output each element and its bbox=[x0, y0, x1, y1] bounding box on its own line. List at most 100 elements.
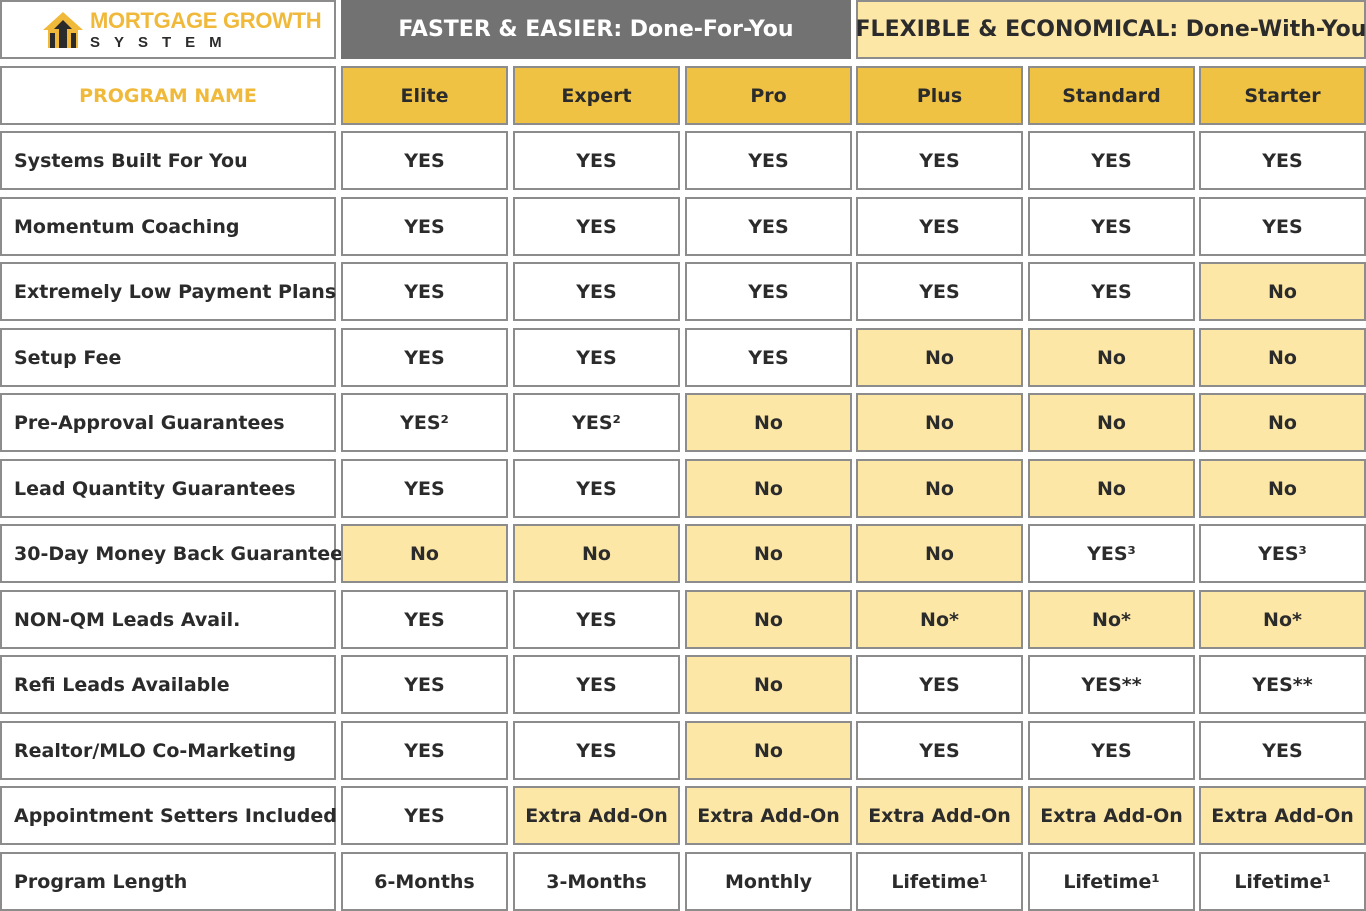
feature-cell-program-length-standard: Lifetime¹ bbox=[1028, 852, 1195, 911]
feature-cell-extremely-low-payment-plans-pro: YES bbox=[685, 262, 852, 321]
feature-label-non-qm-leads-avail: NON-QM Leads Avail. bbox=[0, 590, 336, 649]
feature-cell-systems-built-for-you-pro: YES bbox=[685, 131, 852, 190]
feature-cell-non-qm-leads-avail-starter: No* bbox=[1199, 590, 1366, 649]
feature-cell-realtor-mlo-co-marketing-elite: YES bbox=[341, 721, 508, 780]
feature-cell-refi-leads-available-expert: YES bbox=[513, 655, 680, 714]
feature-cell-momentum-coaching-expert: YES bbox=[513, 197, 680, 256]
feature-cell-non-qm-leads-avail-standard: No* bbox=[1028, 590, 1195, 649]
feature-cell-lead-quantity-guarantees-pro: No bbox=[685, 459, 852, 518]
feature-cell-30-day-money-back-guarantee-plus: No bbox=[856, 524, 1023, 583]
program-name-label: PROGRAM NAME bbox=[79, 84, 257, 107]
feature-label-realtor-mlo-co-marketing: Realtor/MLO Co-Marketing bbox=[0, 721, 336, 780]
feature-cell-setup-fee-starter: No bbox=[1199, 328, 1366, 387]
feature-label-appointment-setters-included: Appointment Setters Included bbox=[0, 786, 337, 845]
house-arrows-icon bbox=[43, 11, 83, 48]
feature-cell-extremely-low-payment-plans-expert: YES bbox=[513, 262, 680, 321]
feature-cell-refi-leads-available-standard: YES** bbox=[1028, 655, 1195, 714]
feature-cell-appointment-setters-included-standard: Extra Add-On bbox=[1028, 786, 1195, 845]
feature-cell-non-qm-leads-avail-pro: No bbox=[685, 590, 852, 649]
feature-cell-non-qm-leads-avail-expert: YES bbox=[513, 590, 680, 649]
feature-cell-appointment-setters-included-pro: Extra Add-On bbox=[685, 786, 852, 845]
feature-cell-realtor-mlo-co-marketing-pro: No bbox=[685, 721, 852, 780]
feature-cell-extremely-low-payment-plans-standard: YES bbox=[1028, 262, 1195, 321]
feature-cell-extremely-low-payment-plans-plus: YES bbox=[856, 262, 1023, 321]
group-header-done-for-you: FASTER & EASIER: Done-For-You bbox=[341, 0, 851, 59]
feature-label-30-day-money-back-guarantee: 30-Day Money Back Guarantee bbox=[0, 524, 343, 583]
group-header-done-with-you: FLEXIBLE & ECONOMICAL: Done-With-You bbox=[856, 0, 1366, 59]
feature-cell-momentum-coaching-starter: YES bbox=[1199, 197, 1366, 256]
feature-cell-pre-approval-guarantees-plus: No bbox=[856, 393, 1023, 452]
group-header-done-with-you-label: FLEXIBLE & ECONOMICAL: Done-With-You bbox=[855, 17, 1366, 42]
feature-cell-lead-quantity-guarantees-standard: No bbox=[1028, 459, 1195, 518]
feature-cell-refi-leads-available-pro: No bbox=[685, 655, 852, 714]
feature-cell-30-day-money-back-guarantee-pro: No bbox=[685, 524, 852, 583]
feature-label-extremely-low-payment-plans: Extremely Low Payment Plans bbox=[0, 262, 336, 321]
feature-label-pre-approval-guarantees: Pre-Approval Guarantees bbox=[0, 393, 336, 452]
program-header-plus: Plus bbox=[856, 66, 1023, 125]
feature-cell-setup-fee-expert: YES bbox=[513, 328, 680, 387]
program-name-header: PROGRAM NAME bbox=[0, 66, 336, 125]
feature-cell-pre-approval-guarantees-pro: No bbox=[685, 393, 852, 452]
feature-cell-realtor-mlo-co-marketing-plus: YES bbox=[856, 721, 1023, 780]
feature-cell-pre-approval-guarantees-standard: No bbox=[1028, 393, 1195, 452]
feature-cell-momentum-coaching-standard: YES bbox=[1028, 197, 1195, 256]
feature-cell-extremely-low-payment-plans-elite: YES bbox=[341, 262, 508, 321]
feature-cell-program-length-starter: Lifetime¹ bbox=[1199, 852, 1366, 911]
feature-cell-appointment-setters-included-starter: Extra Add-On bbox=[1199, 786, 1366, 845]
feature-cell-non-qm-leads-avail-elite: YES bbox=[341, 590, 508, 649]
feature-cell-lead-quantity-guarantees-expert: YES bbox=[513, 459, 680, 518]
feature-cell-program-length-plus: Lifetime¹ bbox=[856, 852, 1023, 911]
feature-cell-setup-fee-standard: No bbox=[1028, 328, 1195, 387]
feature-cell-momentum-coaching-elite: YES bbox=[341, 197, 508, 256]
feature-cell-pre-approval-guarantees-expert: YES² bbox=[513, 393, 680, 452]
feature-cell-lead-quantity-guarantees-elite: YES bbox=[341, 459, 508, 518]
program-header-expert: Expert bbox=[513, 66, 680, 125]
feature-cell-refi-leads-available-starter: YES** bbox=[1199, 655, 1366, 714]
feature-cell-program-length-elite: 6-Months bbox=[341, 852, 508, 911]
feature-cell-setup-fee-plus: No bbox=[856, 328, 1023, 387]
feature-cell-momentum-coaching-plus: YES bbox=[856, 197, 1023, 256]
program-header-standard: Standard bbox=[1028, 66, 1195, 125]
feature-cell-non-qm-leads-avail-plus: No* bbox=[856, 590, 1023, 649]
feature-label-momentum-coaching: Momentum Coaching bbox=[0, 197, 336, 256]
feature-cell-systems-built-for-you-elite: YES bbox=[341, 131, 508, 190]
feature-cell-systems-built-for-you-plus: YES bbox=[856, 131, 1023, 190]
feature-cell-pre-approval-guarantees-elite: YES² bbox=[341, 393, 508, 452]
feature-cell-systems-built-for-you-expert: YES bbox=[513, 131, 680, 190]
program-header-elite: Elite bbox=[341, 66, 508, 125]
feature-cell-extremely-low-payment-plans-starter: No bbox=[1199, 262, 1366, 321]
feature-cell-systems-built-for-you-standard: YES bbox=[1028, 131, 1195, 190]
feature-cell-systems-built-for-you-starter: YES bbox=[1199, 131, 1366, 190]
feature-cell-program-length-expert: 3-Months bbox=[513, 852, 680, 911]
feature-cell-program-length-pro: Monthly bbox=[685, 852, 852, 911]
program-header-starter: Starter bbox=[1199, 66, 1366, 125]
feature-cell-30-day-money-back-guarantee-starter: YES³ bbox=[1199, 524, 1366, 583]
feature-cell-appointment-setters-included-plus: Extra Add-On bbox=[856, 786, 1023, 845]
feature-cell-appointment-setters-included-elite: YES bbox=[341, 786, 508, 845]
brand-logo: MORTGAGE GROWTH SYSTEM bbox=[0, 0, 336, 59]
feature-label-systems-built-for-you: Systems Built For You bbox=[0, 131, 336, 190]
feature-cell-momentum-coaching-pro: YES bbox=[685, 197, 852, 256]
feature-cell-lead-quantity-guarantees-plus: No bbox=[856, 459, 1023, 518]
feature-cell-appointment-setters-included-expert: Extra Add-On bbox=[513, 786, 680, 845]
feature-cell-realtor-mlo-co-marketing-expert: YES bbox=[513, 721, 680, 780]
program-header-pro: Pro bbox=[685, 66, 852, 125]
feature-cell-setup-fee-pro: YES bbox=[685, 328, 852, 387]
feature-label-setup-fee: Setup Fee bbox=[0, 328, 336, 387]
feature-cell-realtor-mlo-co-marketing-starter: YES bbox=[1199, 721, 1366, 780]
group-header-done-for-you-label: FASTER & EASIER: Done-For-You bbox=[398, 17, 794, 42]
logo-subtitle: SYSTEM bbox=[90, 33, 236, 51]
feature-cell-refi-leads-available-plus: YES bbox=[856, 655, 1023, 714]
feature-cell-30-day-money-back-guarantee-expert: No bbox=[513, 524, 680, 583]
feature-cell-lead-quantity-guarantees-starter: No bbox=[1199, 459, 1366, 518]
feature-cell-30-day-money-back-guarantee-standard: YES³ bbox=[1028, 524, 1195, 583]
feature-cell-30-day-money-back-guarantee-elite: No bbox=[341, 524, 508, 583]
logo-title: MORTGAGE GROWTH bbox=[90, 7, 322, 33]
feature-cell-setup-fee-elite: YES bbox=[341, 328, 508, 387]
feature-label-lead-quantity-guarantees: Lead Quantity Guarantees bbox=[0, 459, 336, 518]
feature-cell-realtor-mlo-co-marketing-standard: YES bbox=[1028, 721, 1195, 780]
feature-label-program-length: Program Length bbox=[0, 852, 336, 911]
feature-cell-refi-leads-available-elite: YES bbox=[341, 655, 508, 714]
feature-label-refi-leads-available: Refi Leads Available bbox=[0, 655, 336, 714]
feature-cell-pre-approval-guarantees-starter: No bbox=[1199, 393, 1366, 452]
